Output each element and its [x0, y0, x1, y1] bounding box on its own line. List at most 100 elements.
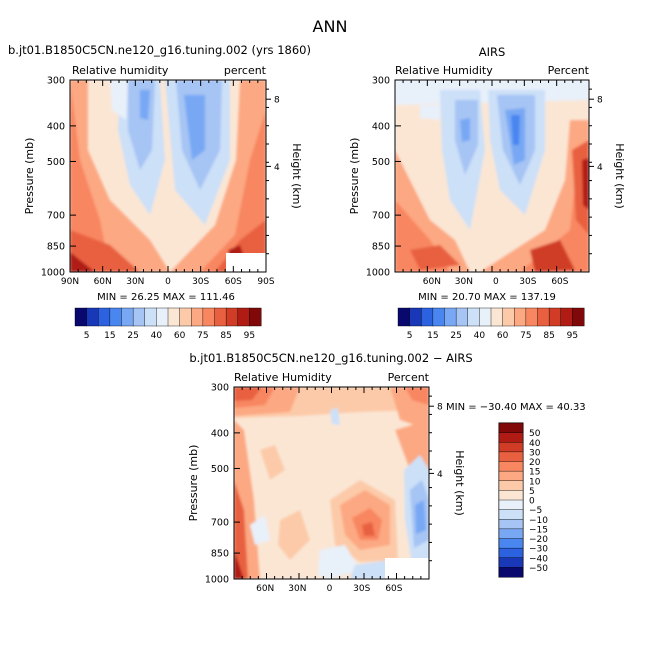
ytick-label-difference: 700: [211, 518, 229, 529]
ytick-label-model: 500: [47, 157, 65, 168]
colorbar-swatch-airs: [548, 307, 562, 327]
colorbar-swatch-model: [74, 307, 88, 327]
colorbar-swatch-airs: [560, 307, 573, 327]
xtick-label-difference: 60N: [256, 584, 274, 594]
colorbar-swatch-difference: [498, 432, 524, 443]
colorbar-swatch-airs: [572, 307, 585, 327]
colorbar-swatch-airs: [467, 307, 480, 327]
colorbar-swatch-airs: [455, 307, 469, 327]
colorbar-swatch-difference: [498, 442, 524, 453]
stats-difference: MIN = −30.40 MAX = 40.33: [446, 402, 586, 413]
ytick-label-airs: 300: [372, 76, 390, 87]
colorbar-label-airs: 95: [567, 331, 578, 341]
ytick-label-airs: 400: [372, 121, 390, 132]
colorbar-label-model: 75: [197, 331, 208, 341]
colorbar-swatch-model: [98, 307, 111, 327]
xtick-label-airs: 60N: [423, 277, 441, 287]
y2tick-label-airs: 4: [597, 163, 603, 173]
colorbar-label-airs: 25: [450, 331, 461, 341]
panel-difference: b.jt01.B1850C5CN.ne120_g16.tuning.002 − …: [189, 351, 473, 580]
colorbar-swatch-airs: [525, 307, 539, 327]
colorbar-label-airs: 15: [427, 331, 438, 341]
colorbar-label-airs: 85: [543, 331, 554, 341]
colorbar-label-difference: 5: [529, 487, 535, 497]
ytick-label-difference: 850: [211, 549, 229, 560]
colorbar-swatch-difference: [498, 538, 524, 549]
colorbar-swatch-model: [237, 307, 250, 327]
colorbar-swatch-difference: [498, 567, 524, 578]
panel-airs-subtitle-right: Percent: [548, 64, 590, 77]
y2tick-label-model: 4: [274, 163, 280, 173]
colorbar-label-difference: 30: [529, 448, 541, 458]
ytick-label-airs: 700: [372, 211, 390, 222]
colorbar-swatch-airs: [537, 307, 550, 327]
colorbar-label-airs: 5: [407, 331, 413, 341]
colorbar-swatch-airs: [479, 307, 492, 327]
panel-difference-title: b.jt01.B1850C5CN.ne120_g16.tuning.002 − …: [189, 351, 472, 365]
ylabel-airs: Pressure (mb): [348, 138, 361, 215]
panel-model-title: b.jt01.B1850C5CN.ne120_g16.tuning.002 (y…: [8, 43, 311, 57]
colorbar-label-difference: 50: [529, 429, 541, 439]
colorbar-swatch-difference: [498, 490, 524, 501]
xtick-label-difference: 60S: [385, 584, 402, 594]
xtick-label-model: 30N: [126, 277, 144, 287]
colorbar-swatch-airs: [397, 307, 411, 327]
panel-model-subtitle-right: percent: [224, 64, 267, 77]
colorbar-label-difference: 40: [529, 439, 541, 449]
colorbar-label-airs: 60: [497, 331, 509, 341]
panel-airs-field: [395, 80, 589, 272]
colorbar-label-difference: 10: [529, 477, 541, 487]
colorbar-label-model: 5: [84, 331, 90, 341]
xtick-label-airs: 30N: [455, 277, 473, 287]
colorbar-swatch-airs: [432, 307, 446, 327]
colorbar-swatch-model: [86, 307, 99, 327]
colorbar-swatch-difference: [498, 509, 524, 520]
ytick-label-airs: 500: [372, 157, 390, 168]
y2label-airs: Height (km): [613, 143, 626, 209]
colorbar-label-difference: 20: [529, 458, 541, 468]
colorbar-swatch-model: [132, 307, 146, 327]
xtick-label-airs: 30S: [519, 277, 536, 287]
panel-model: b.jt01.B1850C5CN.ne120_g16.tuning.002 (y…: [8, 43, 311, 273]
figure-title: ANN: [313, 17, 348, 36]
ylabel-model: Pressure (mb): [23, 138, 36, 215]
ytick-label-model: 400: [47, 121, 65, 132]
colorbar-swatch-model: [214, 307, 227, 327]
colorbar-swatch-difference: [498, 547, 524, 559]
ytick-label-model: 300: [47, 76, 65, 87]
xtick-label-difference: 0: [327, 584, 333, 594]
colorbar-label-airs: 75: [520, 331, 531, 341]
y2tick-label-model: 8: [274, 96, 280, 106]
colorbar-label-model: 40: [151, 331, 163, 341]
colorbar-swatch-model: [179, 307, 192, 327]
colorbar-swatch-model: [109, 307, 123, 327]
colorbar-swatch-difference: [498, 451, 524, 463]
colorbar-label-difference: 15: [529, 468, 540, 478]
panel-difference-subtitle-right: Percent: [388, 371, 430, 384]
y2tick-label-airs: 8: [597, 96, 603, 106]
xtick-label-model: 60S: [225, 277, 242, 287]
colorbar-swatch-airs: [490, 307, 504, 327]
y2tick-label-difference: 8: [437, 403, 443, 413]
ytick-label-difference: 400: [211, 428, 229, 439]
colorbar-label-difference: −10: [529, 516, 548, 526]
colorbar-label-difference: −50: [529, 564, 548, 574]
colorbar-label-difference: −5: [529, 506, 542, 516]
colorbar-swatch-airs: [409, 307, 422, 327]
stats-airs: MIN = 20.70 MAX = 137.19: [418, 292, 556, 303]
colorbar-swatch-difference: [498, 519, 524, 530]
colorbar-label-model: 60: [174, 331, 186, 341]
colorbar-label-airs: 40: [474, 331, 486, 341]
y2tick-label-difference: 4: [437, 470, 443, 480]
colorbar-swatch-difference: [498, 557, 524, 568]
colorbar-swatch-airs: [514, 307, 527, 327]
colorbar-swatch-model: [249, 307, 262, 327]
panel-airs-title: AIRS: [479, 45, 506, 59]
ytick-label-difference: 300: [211, 383, 229, 394]
panel-model-field: [70, 80, 266, 272]
panel-difference-subtitle-left: Relative Humidity: [234, 371, 332, 384]
colorbar-swatch-model: [121, 307, 134, 327]
ytick-label-difference: 500: [211, 464, 229, 475]
colorbar-label-model: 95: [244, 331, 255, 341]
